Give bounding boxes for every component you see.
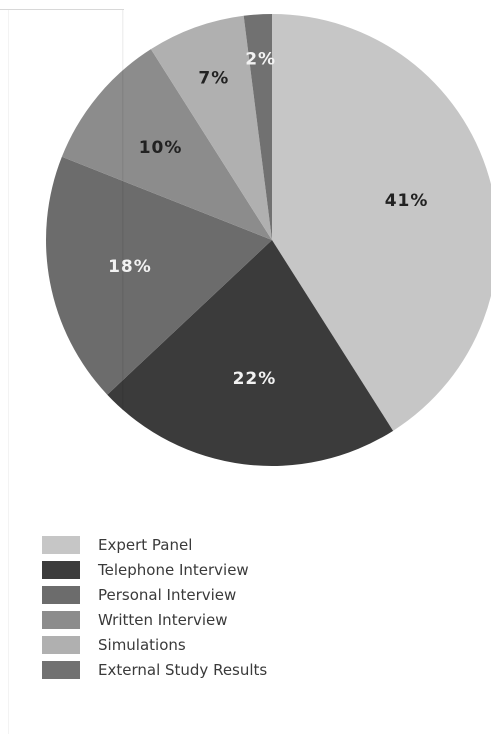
legend-item: External Study Results (42, 657, 267, 682)
legend-item: Simulations (42, 632, 267, 657)
scan-seam (122, 10, 124, 410)
legend-label: Written Interview (98, 610, 228, 629)
slice-label-personal-interview: 18% (108, 257, 152, 277)
legend-label: Simulations (98, 635, 186, 654)
pie-slice-expert-panel (272, 14, 491, 431)
pie-slice-telephone-interview (107, 240, 394, 466)
legend-item: Expert Panel (42, 532, 267, 557)
pie-slice-simulations (150, 15, 272, 241)
pie-slice-external-study-results (243, 14, 272, 240)
legend-swatch (42, 635, 80, 654)
slice-label-external-study-results: 2% (245, 50, 276, 70)
slice-label-expert-panel: 41% (385, 191, 429, 211)
legend-item: Personal Interview (42, 582, 267, 607)
legend-label: External Study Results (98, 660, 268, 679)
legend-swatch (42, 585, 80, 604)
slice-label-written-interview: 10% (139, 138, 183, 158)
legend-item: Telephone Interview (42, 557, 267, 582)
pie-slice-personal-interview (46, 156, 273, 395)
legend-swatch (42, 535, 80, 554)
legend: Expert Panel Telephone Interview Personal … (42, 532, 267, 682)
frame-top-line (0, 9, 124, 10)
frame-left-edge (8, 10, 9, 734)
slice-label-telephone-interview: 22% (233, 369, 277, 389)
legend-item: Written Interview (42, 607, 267, 632)
legend-swatch (42, 660, 80, 679)
legend-label: Telephone Interview (98, 560, 249, 579)
slice-label-simulations: 7% (198, 68, 229, 88)
legend-swatch (42, 560, 80, 579)
legend-swatch (42, 610, 80, 629)
legend-label: Personal Interview (98, 585, 237, 604)
legend-label: Expert Panel (98, 535, 193, 554)
pie-slice-written-interview (61, 49, 272, 241)
pie-chart: 41% 22% 18% 10% 7% 2% (46, 10, 491, 466)
